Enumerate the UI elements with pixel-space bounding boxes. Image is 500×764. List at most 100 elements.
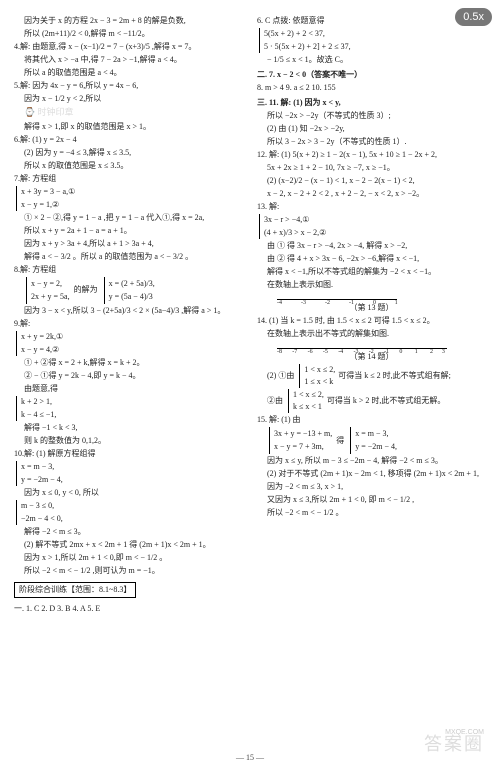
equation-system: x = m − 3, y = −2m − 4, [350,427,397,454]
text: (2) 对于不等式 (2m + 1)x − 2m < 1, 移项得 (2m + … [257,468,486,480]
text: 因为 x + y > 3a + 4,所以 a + 1 > 3a + 4, [14,238,243,250]
tick: -4 [277,299,282,308]
text: ① × 2 − ②,得 y = 1 − a ,把 y = 1 − a 代入①,得… [14,212,243,224]
left-column: 因为关于 x 的方程 2x − 3 = 2m + 8 的解是负数, 所以 (2m… [14,14,243,756]
eq: −2m − 4 < 0, [21,513,243,525]
text: ② − ①得 y = 2k − 4,即 y = k − 4。 [14,370,243,382]
q7-solution: 7.解: 方程组 [14,173,243,185]
eq: 5(5x + 2) + 2 < 37, [264,28,486,40]
section-title: 阶段综合训练【范围：8.1~8.3】 [14,582,136,598]
equation-system: x + y = 2k,① x − y = 4,② [16,331,243,356]
equation-system: x − y = 2, 2x + y = 5a, [26,277,70,304]
text: 的解为 [74,284,98,296]
equation-system: 1 < x ≤ 2, 1 ≤ x < k [299,364,335,388]
eq: (4 + x)/3 > x − 2,② [264,227,486,239]
text: 将其代入 x > −a 中,得 7 − 2a > −1,解得 a < 4。 [14,54,243,66]
q14-part2-2: ②由 1 < x ≤ 2, k ≤ x < 1 可得当 k > 2 时,此不等式… [257,389,486,413]
eq: x − y = 2, [31,278,70,290]
eq: k + 2 > 1, [21,396,243,408]
equation-system: x + 3y = 3 − a,① x − y = 1,② [16,186,243,211]
equation-system: x = (2 + 5a)/3, y = (5a − 4)/3 [104,277,155,304]
eq: x + 3y = 3 − a,① [21,186,243,198]
text: 由题意,得 [14,383,243,395]
tick: -1 [384,348,389,357]
text: 可得当 k ≤ 2 时,此不等式组有解; [338,370,451,382]
text: 解得 −2 < m ≤ 3。 [14,526,243,538]
q5-solution: 5.解: 因为 4x − y = 6,所以 y = 4x − 6, [14,80,243,92]
equation-system: x = m − 3, y = −2m − 4, [16,461,243,486]
text: − 1/5 ≤ x < 1。故选 C。 [257,54,486,66]
equation-system: 3x + y = −13 + m, x − y = 7 + 3m, [269,427,332,454]
tick: 1 [415,348,418,357]
text: 由 ① 得 3x − r > −4, 2x > −4, 解得 x > −2, [257,240,486,252]
eq: x − y = 7 + 3m, [274,441,332,453]
tick: 3 [442,348,445,357]
text: 由 ② 得 4 + x > 3x − 6, −2x > −6,解得 x < −1… [257,253,486,265]
text: 可得当 k > 2 时,此不等式组无解。 [327,395,446,407]
eq: y = −2m − 4, [21,474,243,486]
eq: x − y = 1,② [21,199,243,211]
q12: 12. 解: (1) 5(x + 2) ≥ 1 − 2(x − 1), 5x +… [257,149,486,161]
tick: 2 [430,348,433,357]
q6-solution: 6.解: (1) y = 2x − 4 [14,134,243,146]
text: 因为 x − 1/2 y < 2,所以 [14,93,243,105]
text: 又因为 x ≤ 3,所以 2m + 1 < 0, 即 m < − 1/2 , [257,494,486,506]
eq: 1 < x ≤ 2, [293,389,324,401]
text: ① + ②得 x = 2 + k,解得 x = k + 2。 [14,357,243,369]
text: 因为 x ≤ y, 所以 m − 3 ≤ −2m − 4, 解得 −2 < m … [257,455,486,467]
eq: x − y = 4,② [21,344,243,356]
text: 所以 x + y = 2a + 1 − a = a + 1。 [14,225,243,237]
tick: -3 [301,299,306,308]
text: 在数轴上表示出不等式的解集如图. [257,328,486,340]
tick: -8 [277,348,282,357]
text: 解得 x > 1,即 x 的取值范围是 x > 1。 [14,121,243,133]
text: 所以 −2x > −2y（不等式的性质 3）; [257,110,486,122]
tick: -2 [325,299,330,308]
eq: y = −2m − 4, [355,441,397,453]
text: 因为 x > 1,所以 2m + 1 < 0,即 m < − 1/2 。 [14,552,243,564]
eq: 1 < x ≤ 2, [304,364,335,376]
tick: -3 [354,348,359,357]
eq-row: x − y = 2, 2x + y = 5a, 的解为 x = (2 + 5a)… [14,277,243,304]
text: 所以 (2m+11)/2 < 0,解得 m < −11/2。 [14,28,243,40]
eq: m − 3 ≤ 0, [21,500,243,512]
multiple-choice-answers: 一. 1. C 2. D 3. B 4. A 5. E [14,603,243,615]
right-column: 6. C 点拨: 依题意得 5(5x + 2) + 2 < 37, 5 · 5(… [257,14,486,756]
text: 所以 a 的取值范围是 a < 4。 [14,67,243,79]
text: ②由 [267,395,283,407]
text: 在数轴上表示如图. [257,279,486,291]
equation-system: 5(5x + 2) + 2 < 37, 5 · 5(5x + 2) + 2] +… [259,28,486,53]
eq: x = m − 3, [21,461,243,473]
text: (2) 解不等式 2mx + x < 2m + 1 得 (2m + 1)x < … [14,539,243,551]
text: 解得 a < − 3/2 。所以 a 的取值范围为 a < − 3/2 。 [14,251,243,263]
eq: x + y = 2k,① [21,331,243,343]
q6r: 6. C 点拨: 依题意得 [257,15,486,27]
eq: k ≤ x < 1 [293,401,324,413]
equation-system: k + 2 > 1, k − 4 ≤ −1, [16,396,243,421]
text: 得 [336,435,344,447]
eq: 5 · 5(5x + 2) + 2] + 2 ≤ 37, [264,41,486,53]
equation-system: 1 < x ≤ 2, k ≤ x < 1 [288,389,324,413]
page: 0.5x 因为关于 x 的方程 2x − 3 = 2m + 8 的解是负数, 所… [0,0,500,764]
eq: x = (2 + 5a)/3, [109,278,155,290]
text: x − 2, x − 2 + 2 < 2 , x + 2 − 2, − x < … [257,188,486,200]
text: 因为 −2 < m ≤ 3, x > 1, [257,481,486,493]
tick: -1 [349,299,354,308]
q15: 15. 解: (1) 由 [257,414,486,426]
equation-system: 3x − r > −4,① (4 + x)/3 > x − 2,② [259,214,486,239]
text: (2) 由 (1) 知 −2x > −2y, [257,123,486,135]
text: 所以 −2 < m < − 1/2 ,则可认为 m = −1。 [14,565,243,577]
text: 解得 −1 < k < 3, [14,422,243,434]
tick: 0 [373,299,376,308]
tick: -5 [323,348,328,357]
text: 所以 x 的取值范围是 x ≤ 3.5。 [14,160,243,172]
tick: 1 [395,299,398,308]
text: 解得 x < −1,所以不等式组的解集为 −2 < x < −1。 [257,266,486,278]
text: (2) ①由 [267,370,294,382]
columns: 因为关于 x 的方程 2x − 3 = 2m + 8 的解是负数, 所以 (2m… [14,14,486,756]
text: 则 k 的整数值为 0,1,2。 [14,435,243,447]
tick: -4 [338,348,343,357]
text: (2) 因为 y = −4 ≤ 3,解得 x ≤ 3.5, [14,147,243,159]
q4-solution: 4.解: 由题意,得 x − (x−1)/2 = 7 − (x+3)/5 ,解得… [14,41,243,53]
eq: 3x + y = −13 + m, [274,428,332,440]
